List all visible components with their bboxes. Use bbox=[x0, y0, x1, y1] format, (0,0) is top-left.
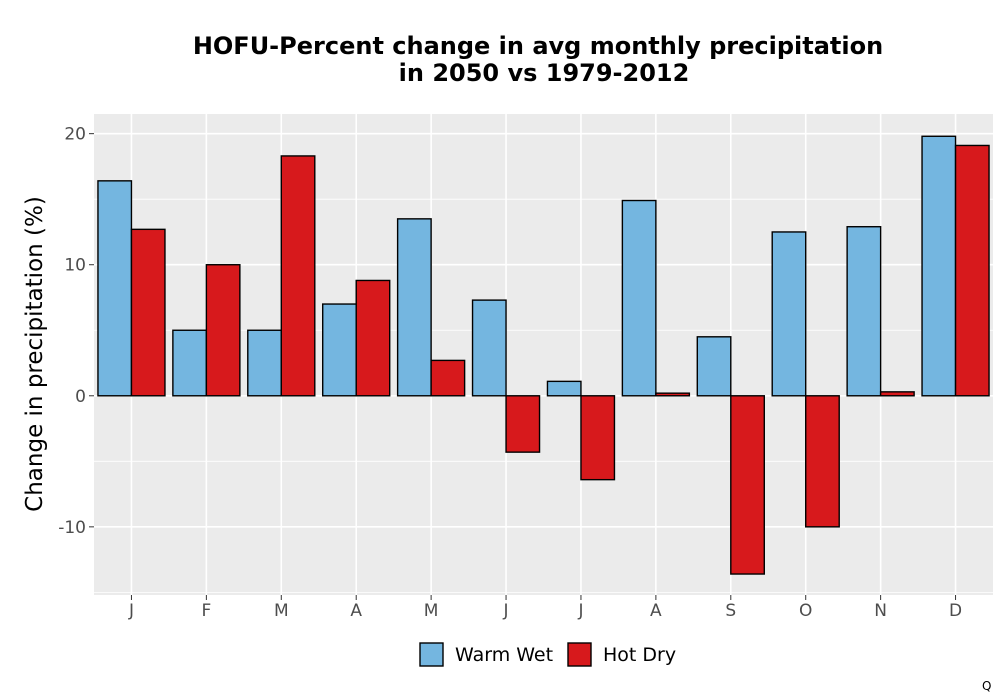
y-tick-label: 10 bbox=[64, 256, 86, 276]
y-axis-title: Change in precipitation (%) bbox=[22, 196, 48, 512]
bar-warm-wet bbox=[396, 218, 432, 397]
legend-label-hot-dry: Hot Dry bbox=[603, 644, 676, 666]
x-tick-label: M bbox=[424, 601, 439, 621]
bar-hot-dry bbox=[954, 144, 990, 397]
bar-hot-dry bbox=[430, 359, 466, 397]
bar-hot-dry bbox=[130, 228, 166, 397]
bar-warm-wet bbox=[471, 299, 507, 397]
bar-warm-wet bbox=[621, 199, 657, 397]
legend-label-warm-wet: Warm Wet bbox=[455, 644, 553, 666]
corner-mark: Q bbox=[982, 679, 991, 693]
x-tick-label: J bbox=[128, 601, 134, 621]
chart-title-line-2: in 2050 vs 1979-2012 bbox=[399, 59, 690, 87]
bar-warm-wet bbox=[921, 135, 957, 397]
x-tick-label: J bbox=[577, 601, 583, 621]
bar-hot-dry bbox=[280, 155, 316, 397]
bar-warm-wet bbox=[771, 231, 807, 397]
legend: Warm Wet Hot Dry bbox=[419, 642, 676, 667]
x-tick-label: A bbox=[350, 601, 362, 621]
bar-warm-wet bbox=[97, 180, 133, 397]
legend-key-hot-dry bbox=[567, 642, 592, 667]
plot-panel bbox=[94, 114, 993, 595]
legend-key-warm-wet bbox=[419, 642, 444, 667]
bar-hot-dry bbox=[505, 395, 541, 453]
bar-hot-dry bbox=[580, 395, 616, 481]
x-tick-label: N bbox=[874, 601, 887, 621]
chart-title-line-1: HOFU-Percent change in avg monthly preci… bbox=[193, 32, 883, 60]
x-tick-label: F bbox=[201, 601, 211, 621]
bar-warm-wet bbox=[172, 329, 208, 397]
x-tick-label: M bbox=[274, 601, 289, 621]
bar-hot-dry bbox=[655, 392, 691, 397]
y-tick-label: -10 bbox=[58, 518, 86, 538]
bar-warm-wet bbox=[247, 329, 282, 397]
bar-hot-dry bbox=[805, 395, 840, 528]
y-tick-label: 20 bbox=[64, 125, 86, 145]
x-tick-label: O bbox=[799, 601, 812, 621]
bar-hot-dry bbox=[730, 395, 765, 575]
x-tick-label: J bbox=[503, 601, 509, 621]
x-tick-label: D bbox=[949, 601, 962, 621]
bar-hot-dry bbox=[205, 264, 241, 397]
y-axis: 20 10 0 -10 bbox=[58, 125, 94, 538]
y-tick-label: 0 bbox=[75, 387, 86, 407]
minor-gridlines bbox=[94, 198, 993, 593]
bar-hot-dry bbox=[355, 279, 391, 397]
x-tick-label: S bbox=[725, 601, 736, 621]
bar-warm-wet bbox=[696, 336, 732, 397]
x-tick-label: A bbox=[650, 601, 662, 621]
bar-warm-wet bbox=[846, 226, 882, 397]
bar-hot-dry bbox=[879, 391, 915, 397]
bar-warm-wet bbox=[322, 303, 357, 397]
bars bbox=[97, 135, 990, 575]
bar-warm-wet bbox=[546, 380, 582, 397]
